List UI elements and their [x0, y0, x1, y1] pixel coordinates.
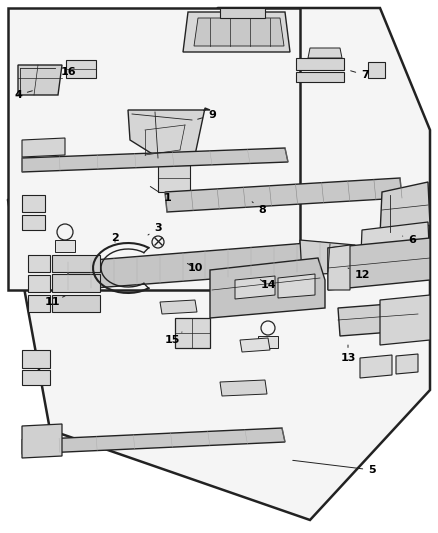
Polygon shape: [28, 275, 50, 292]
Text: 10: 10: [187, 263, 203, 273]
Polygon shape: [210, 258, 325, 318]
Polygon shape: [380, 295, 430, 345]
Polygon shape: [278, 274, 315, 298]
Text: 6: 6: [403, 235, 416, 245]
Polygon shape: [28, 255, 50, 272]
Polygon shape: [22, 424, 62, 458]
Polygon shape: [22, 195, 45, 212]
Text: 3: 3: [148, 223, 162, 235]
Polygon shape: [8, 8, 430, 520]
Text: 4: 4: [14, 90, 32, 100]
Polygon shape: [368, 62, 385, 78]
Polygon shape: [296, 72, 344, 82]
Polygon shape: [258, 336, 278, 348]
Polygon shape: [235, 276, 275, 299]
Polygon shape: [160, 300, 197, 314]
Polygon shape: [18, 65, 62, 95]
Polygon shape: [158, 165, 190, 192]
Polygon shape: [22, 215, 45, 230]
Text: 1: 1: [150, 187, 172, 203]
Text: 5: 5: [293, 461, 376, 475]
Polygon shape: [68, 242, 330, 290]
Text: 11: 11: [44, 296, 65, 307]
Polygon shape: [296, 58, 344, 70]
Polygon shape: [22, 350, 50, 368]
Polygon shape: [396, 354, 418, 374]
Polygon shape: [183, 12, 290, 52]
Polygon shape: [52, 255, 100, 272]
Text: 12: 12: [348, 268, 370, 280]
Polygon shape: [8, 8, 300, 290]
Polygon shape: [165, 178, 402, 212]
Polygon shape: [380, 182, 430, 240]
Polygon shape: [308, 48, 342, 58]
Polygon shape: [338, 302, 418, 336]
Text: 2: 2: [111, 233, 119, 243]
Text: 15: 15: [164, 332, 182, 345]
Polygon shape: [220, 380, 267, 396]
Polygon shape: [22, 370, 50, 385]
Text: 9: 9: [198, 110, 216, 120]
Polygon shape: [194, 18, 284, 46]
Polygon shape: [300, 240, 358, 275]
Text: 13: 13: [340, 345, 356, 363]
Polygon shape: [28, 295, 50, 312]
Polygon shape: [220, 8, 265, 18]
Text: 8: 8: [252, 202, 266, 215]
Polygon shape: [128, 108, 210, 165]
Polygon shape: [66, 60, 96, 78]
Polygon shape: [22, 148, 288, 172]
Polygon shape: [328, 245, 350, 290]
Text: 7: 7: [351, 70, 369, 80]
Polygon shape: [175, 318, 210, 348]
Text: 16: 16: [60, 67, 76, 77]
Polygon shape: [52, 295, 100, 312]
Polygon shape: [360, 355, 392, 378]
Polygon shape: [55, 240, 75, 252]
Polygon shape: [52, 274, 100, 292]
Text: 14: 14: [260, 280, 276, 290]
Polygon shape: [22, 138, 65, 157]
Polygon shape: [22, 428, 285, 454]
Polygon shape: [328, 238, 430, 290]
Polygon shape: [360, 222, 430, 278]
Polygon shape: [240, 338, 270, 352]
